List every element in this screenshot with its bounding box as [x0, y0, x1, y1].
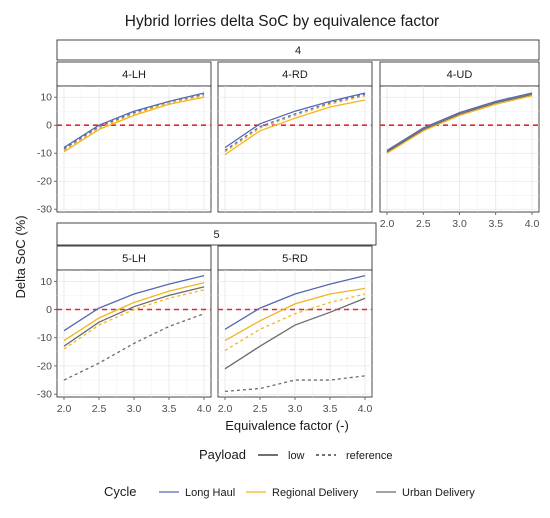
series-line-long-haul-reference: [224, 93, 366, 151]
x-tick-label: 3.5: [488, 218, 503, 230]
series-line-regional-delivery-reference: [224, 293, 366, 351]
panel-4-UD: 4-UD 2.0 2.5 3.0 3.5 4.0: [379, 61, 540, 230]
series-line-regional-delivery-low: [386, 95, 533, 154]
panel-5-RD: 5-RD 2.0 2.5 3.0 3.5 4.0: [217, 245, 373, 415]
series-line-long-haul-low: [386, 92, 533, 151]
series-line-urban-delivery-low: [224, 297, 366, 370]
panel-strip-label: 4-LH: [122, 69, 146, 81]
group-strip: [56, 39, 540, 61]
x-tick-label: 2.5: [253, 403, 268, 415]
panel-strip: [217, 61, 373, 87]
y-tick-label: 0: [46, 120, 52, 132]
series-line-urban-delivery-low: [386, 93, 533, 153]
panel-4-RD: 4-RD: [217, 61, 373, 213]
panel-strip-label: 4-UD: [447, 69, 473, 81]
x-tick-label: 2.5: [416, 218, 431, 230]
y-tick-label: 10: [40, 276, 52, 288]
y-tick-label: 10: [40, 92, 52, 104]
legend-payload-title: Payload: [199, 447, 246, 462]
group-strip-label: 4: [295, 45, 301, 57]
y-tick-label: -30: [37, 389, 52, 401]
panel-strip: [217, 245, 373, 271]
series-line-long-haul-low: [63, 92, 205, 149]
group-strip: [56, 222, 377, 246]
legend-label-long-haul: Long Haul: [185, 487, 235, 499]
panel-strip: [56, 61, 212, 87]
y-tick-label: -10: [37, 148, 52, 160]
series-line-regional-delivery-low: [63, 96, 205, 153]
y-axis-title: Delta SoC (%): [13, 215, 28, 298]
x-tick-label: 3.0: [127, 403, 142, 415]
x-axis-title: Equivalence factor (-): [225, 418, 349, 433]
panel-strip-label: 5-RD: [282, 253, 308, 265]
series-line-regional-delivery-reference: [224, 95, 366, 153]
panel-strip-label: 4-RD: [282, 69, 308, 81]
series-line-regional-delivery-low: [224, 287, 366, 342]
x-tick-label: 3.0: [288, 403, 303, 415]
series-line-urban-delivery-low: [63, 286, 205, 347]
legend-label-low: low: [288, 450, 305, 462]
panels-area: 4 4-LH -30 -20 -10 0 10 4-RD 4-UD 2.0 2.5 3.0 3.5 4.0…: [37, 39, 540, 415]
panel-5-LH: 5-LH -30 -20 -10 0 10 2.0 2.5 3.0 3.5 4.0: [37, 245, 212, 415]
x-tick-label: 3.0: [452, 218, 467, 230]
series-line-long-haul-low: [224, 92, 366, 149]
x-tick-label: 3.5: [162, 403, 177, 415]
y-tick-label: 0: [46, 304, 52, 316]
x-tick-label: 4.0: [525, 218, 540, 230]
series-line-regional-delivery-low: [63, 282, 205, 342]
series-line-regional-delivery-low: [224, 99, 366, 156]
panel-strip: [379, 61, 540, 87]
legend-label-urban-delivery: Urban Delivery: [402, 487, 475, 499]
series-line-regional-delivery-reference: [63, 289, 205, 350]
legend-label-regional-delivery: Regional Delivery: [272, 487, 359, 499]
x-tick-label: 3.5: [323, 403, 338, 415]
y-tick-label: -30: [37, 204, 52, 216]
legend-cycle-title: Cycle: [104, 484, 137, 499]
y-tick-label: -10: [37, 332, 52, 344]
x-tick-label: 2.5: [92, 403, 107, 415]
x-tick-label: 2.0: [380, 218, 395, 230]
facet-group-5: 5 5-LH -30 -20 -10 0 10 2.0 2.5 3.0 3.5 4.0 5-RD 2.0 2…: [37, 222, 377, 415]
x-tick-label: 4.0: [358, 403, 373, 415]
series-line-urban-delivery-reference: [63, 313, 205, 381]
legend-label-reference: reference: [346, 450, 392, 462]
panel-strip-label: 5-LH: [122, 253, 146, 265]
y-tick-label: -20: [37, 360, 52, 372]
group-strip-label: 5: [213, 229, 219, 241]
y-tick-label: -20: [37, 176, 52, 188]
x-tick-label: 4.0: [197, 403, 212, 415]
chart-title: Hybrid lorries delta SoC by equivalence …: [125, 13, 439, 30]
series-line-long-haul-low: [224, 275, 366, 330]
x-tick-label: 2.0: [218, 403, 233, 415]
series-line-long-haul-low: [63, 275, 205, 332]
x-tick-label: 2.0: [57, 403, 72, 415]
series-line-regional-delivery-reference: [63, 95, 205, 151]
facet-group-4: 4 4-LH -30 -20 -10 0 10 4-RD 4-UD 2.0 2.5 3.0 3.5 4.0: [37, 39, 540, 230]
panel-4-LH: 4-LH -30 -20 -10 0 10: [37, 61, 212, 216]
legend: Payload low reference Cycle Long Haul Regiona…: [104, 447, 475, 499]
